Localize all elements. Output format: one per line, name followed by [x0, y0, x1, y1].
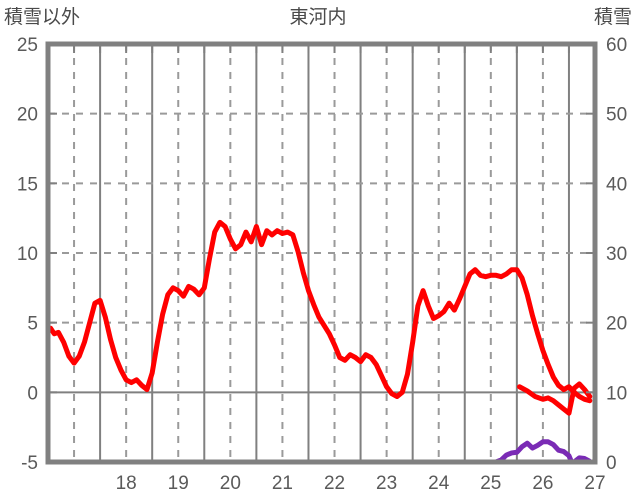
x-axis-tick-label: 18: [116, 473, 137, 494]
x-axis-tick-label: 25: [480, 473, 501, 494]
y2-axis-tick-label: 30: [606, 244, 627, 265]
y2-axis-tick-label: 10: [606, 383, 627, 404]
x-axis-tick-label: 24: [428, 473, 450, 494]
series-line-snow: [50, 439, 591, 465]
right-axis-title: 積雪: [593, 7, 632, 28]
y2-axis-tick-label: 40: [606, 174, 627, 195]
y-axis-tick-label: 0: [27, 383, 38, 404]
x-axis-tick-label: 27: [584, 473, 605, 494]
x-axis-tick-label: 23: [376, 473, 397, 494]
y2-axis-tick-label: 50: [606, 105, 627, 126]
y-axis-tick-label: 20: [17, 105, 38, 126]
left-axis-title: 積雪以外: [4, 7, 81, 28]
y2-axis-tick-label: 0: [606, 453, 617, 474]
series-line-precip-tail: [516, 381, 593, 416]
series-line-precip: [48, 219, 593, 404]
y-axis-tick-label: 15: [17, 174, 38, 195]
x-axis-tick-label: 22: [324, 473, 345, 494]
y-axis-tick-label: -5: [21, 453, 38, 474]
y-axis-tick-label: 25: [17, 35, 38, 56]
x-axis-tick-label: 20: [220, 473, 241, 494]
x-axis-tick-label: 19: [168, 473, 189, 494]
page-title: 東河内: [289, 7, 347, 28]
y2-axis-tick-label: 60: [606, 35, 627, 56]
y2-axis-tick-label: 20: [606, 314, 627, 335]
y-axis-tick-label: 5: [27, 314, 38, 335]
x-axis-tick-label: 21: [272, 473, 293, 494]
y-axis-tick-label: 10: [17, 244, 38, 265]
x-axis-tick-label: 26: [532, 473, 553, 494]
